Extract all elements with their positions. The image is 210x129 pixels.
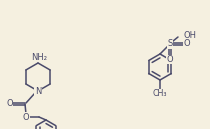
Text: O: O bbox=[183, 39, 190, 49]
Text: S: S bbox=[167, 39, 173, 49]
Text: NH₂: NH₂ bbox=[31, 53, 47, 62]
Text: O: O bbox=[23, 112, 29, 122]
Text: O: O bbox=[167, 55, 173, 64]
Text: OH: OH bbox=[183, 30, 196, 39]
Text: N: N bbox=[35, 87, 41, 95]
Text: O: O bbox=[6, 99, 13, 108]
Text: CH₃: CH₃ bbox=[153, 89, 167, 98]
